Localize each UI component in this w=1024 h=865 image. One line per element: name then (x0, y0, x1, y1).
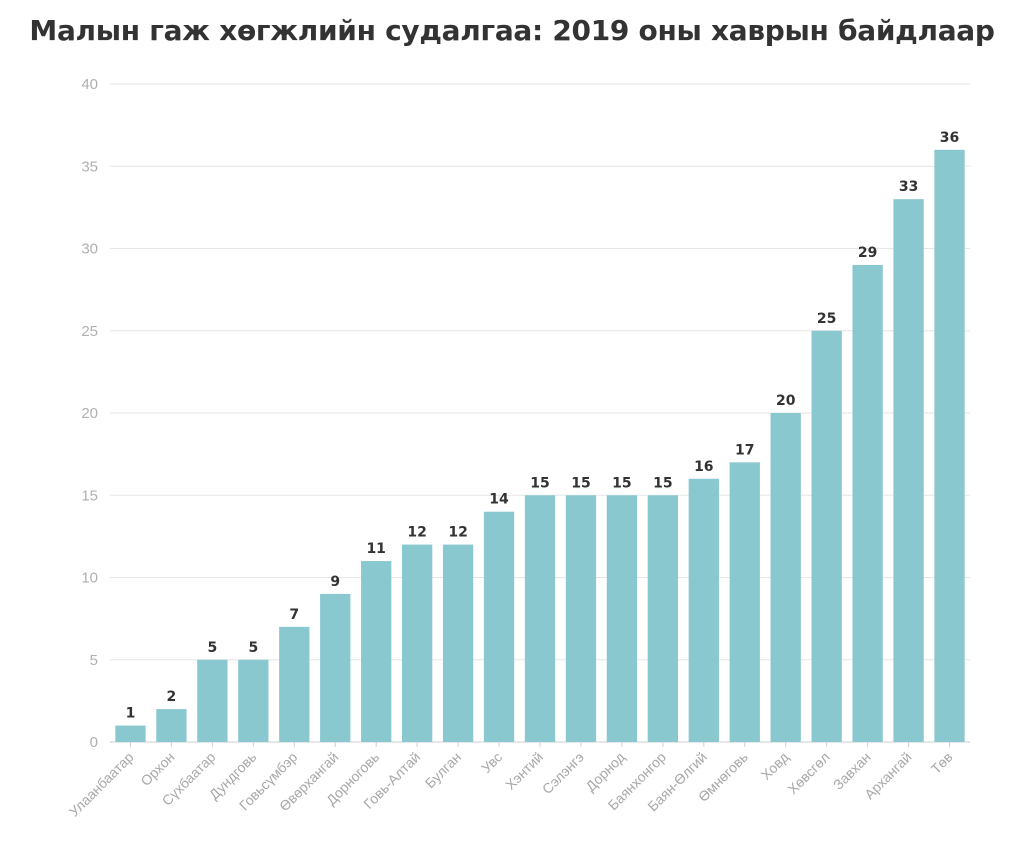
x-tick-label: Увс (478, 749, 505, 776)
bar (565, 495, 597, 742)
y-tick-label: 5 (90, 652, 98, 669)
data-label: 2 (167, 689, 177, 705)
bar (361, 561, 392, 742)
bar (115, 725, 146, 742)
bar (238, 659, 269, 742)
x-axis: Улаанбаатар ОрхонСүхбаатарДундговьГовьсүм… (66, 742, 956, 820)
data-label: 36 (940, 130, 959, 146)
data-label: 1 (126, 706, 136, 722)
bar (770, 413, 801, 742)
data-label: 16 (694, 459, 713, 475)
x-tick-label: Орхон (137, 749, 177, 789)
bar (197, 659, 228, 742)
y-tick-label: 10 (81, 570, 98, 587)
data-label: 7 (289, 607, 299, 623)
x-tick-label: Төв (928, 749, 956, 777)
bar (729, 462, 760, 742)
y-axis: 0 5 10 15 20 25 30 35 40 (81, 76, 98, 751)
y-tick-label: 35 (81, 158, 98, 175)
bar (442, 544, 474, 742)
data-label: 20 (776, 393, 796, 409)
data-label: 33 (899, 179, 918, 195)
y-tick-label: 25 (81, 323, 98, 340)
chart-title: Малын гаж хөгжлийн судалгаа: 2019 оны ха… (29, 14, 995, 47)
data-label: 12 (407, 525, 426, 541)
bars (115, 149, 965, 743)
data-label: 14 (489, 492, 509, 508)
data-label: 25 (817, 311, 836, 327)
data-label: 12 (448, 525, 467, 541)
y-tick-label: 0 (90, 734, 98, 751)
bar (606, 495, 638, 742)
data-label: 5 (248, 640, 258, 656)
bar (852, 264, 883, 742)
data-label: 11 (366, 541, 385, 557)
x-tick-label: Хөвсгөл (784, 749, 832, 797)
bar (647, 495, 679, 742)
data-label: 15 (653, 475, 672, 491)
bar (893, 199, 924, 742)
bar (156, 709, 187, 742)
data-label: 5 (208, 640, 218, 656)
x-tick-label: Улаанбаатар (66, 749, 137, 820)
bar (811, 330, 842, 742)
x-tick-label: Булган (422, 749, 464, 791)
data-label: 29 (858, 245, 877, 261)
y-tick-label: 15 (81, 487, 98, 504)
bar (279, 626, 310, 742)
x-tick-label: Сэлэнгэ (539, 749, 587, 797)
y-tick-label: 20 (81, 405, 98, 422)
y-tick-label: 40 (81, 76, 98, 93)
x-tick-label: Ховд (758, 749, 792, 783)
y-tick-label: 30 (81, 241, 98, 258)
data-label: 9 (330, 574, 340, 590)
bar (401, 544, 433, 742)
bar (934, 149, 965, 743)
bar (688, 478, 719, 742)
data-label: 17 (735, 442, 754, 458)
bar (524, 495, 556, 742)
data-label: 15 (530, 475, 549, 491)
bar (483, 511, 515, 742)
data-label: 15 (571, 475, 590, 491)
data-label: 15 (612, 475, 631, 491)
bar (320, 593, 351, 742)
